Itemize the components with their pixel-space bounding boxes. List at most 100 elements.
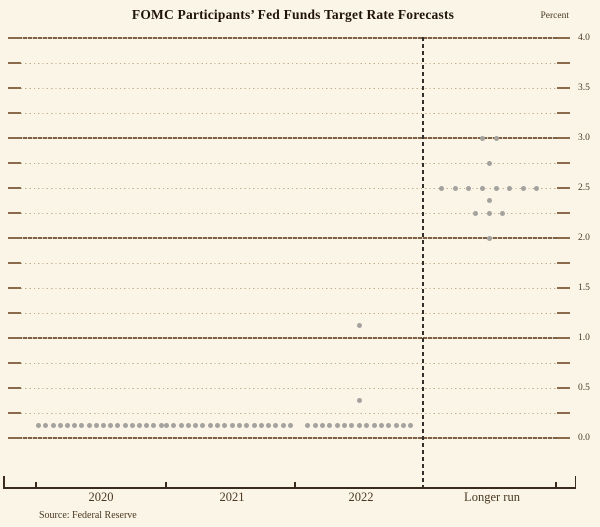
x-axis-line	[3, 487, 576, 489]
gridline-end-cap	[8, 412, 21, 414]
major-gridline	[8, 37, 570, 39]
forecast-dot	[64, 423, 70, 428]
gridline-end-cap	[557, 262, 570, 264]
forecast-dot	[122, 423, 128, 428]
gridline-end-cap	[557, 237, 570, 239]
y-tick-label: 3.5	[578, 83, 590, 93]
forecast-dot	[266, 423, 272, 428]
gridline-end-cap	[557, 162, 570, 164]
forecast-dot	[36, 423, 42, 428]
forecast-dot	[79, 423, 85, 428]
forecast-dot	[342, 423, 348, 428]
gridline-end-cap	[557, 437, 570, 439]
forecast-dot	[280, 423, 286, 428]
forecast-dot	[479, 135, 485, 141]
gridline-end-cap	[8, 137, 21, 139]
gridline-end-cap	[8, 337, 21, 339]
gridline-end-cap	[8, 212, 21, 214]
gridline-end-cap	[8, 112, 21, 114]
forecast-dot	[236, 423, 242, 428]
minor-gridline	[8, 187, 570, 189]
forecast-dot	[312, 423, 318, 428]
forecast-dot	[86, 423, 92, 428]
gridline-end-cap	[557, 187, 570, 189]
forecast-dot	[534, 185, 540, 191]
forecast-dot	[108, 423, 114, 428]
forecast-dot	[356, 423, 362, 428]
y-tick-label: 0.0	[578, 433, 590, 443]
x-axis-end-tick	[574, 476, 576, 488]
forecast-dot	[100, 423, 106, 428]
chart-title: FOMC Participants’ Fed Funds Target Rate…	[131, 7, 455, 22]
gridline-end-cap	[8, 62, 21, 64]
longer-run-separator-line	[422, 37, 424, 488]
x-category-label: 2021	[219, 490, 245, 504]
forecast-dot	[43, 423, 49, 428]
gridline-end-cap	[557, 212, 570, 214]
forecast-dot	[163, 423, 169, 428]
forecast-dot	[378, 423, 384, 428]
forecast-dot	[400, 423, 406, 428]
minor-gridline	[8, 387, 570, 389]
y-tick-label: 4.0	[578, 33, 590, 43]
forecast-dot	[178, 423, 184, 428]
forecast-dot	[273, 423, 279, 428]
minor-gridline	[8, 112, 570, 114]
forecast-dot	[258, 423, 264, 428]
forecast-dot	[500, 210, 506, 216]
y-tick-label: 1.0	[578, 333, 590, 343]
forecast-dot	[229, 423, 235, 428]
forecast-dot	[364, 423, 370, 428]
x-axis-tick	[165, 481, 167, 488]
forecast-dot	[473, 210, 479, 216]
forecast-dot	[486, 210, 492, 216]
gridline-end-cap	[8, 437, 21, 439]
gridline-end-cap	[8, 387, 21, 389]
minor-gridline	[8, 362, 570, 364]
x-axis-tick	[35, 481, 37, 488]
gridline-end-cap	[557, 387, 570, 389]
x-axis-tick	[294, 481, 296, 488]
y-tick-label: 2.0	[578, 233, 590, 243]
minor-gridline	[8, 162, 570, 164]
gridline-end-cap	[557, 287, 570, 289]
gridline-end-cap	[8, 362, 21, 364]
minor-gridline	[8, 87, 570, 89]
forecast-dot	[408, 423, 414, 428]
minor-gridline	[8, 62, 570, 64]
forecast-dot	[185, 423, 191, 428]
x-category-label: Longer run	[464, 490, 520, 504]
forecast-dot	[288, 423, 294, 428]
forecast-dot	[244, 423, 250, 428]
y-tick-label: 0.5	[578, 383, 590, 393]
forecast-dot	[215, 423, 221, 428]
forecast-dot	[507, 185, 513, 191]
forecast-dot	[466, 185, 472, 191]
major-gridline	[8, 337, 570, 339]
forecast-dot	[50, 423, 56, 428]
gridline-end-cap	[557, 337, 570, 339]
forecast-dot	[356, 323, 362, 328]
forecast-dot	[486, 198, 492, 203]
gridline-end-cap	[557, 312, 570, 314]
y-axis-unit-label: Percent	[540, 11, 570, 21]
forecast-dot	[486, 160, 492, 166]
forecast-dot	[393, 423, 399, 428]
forecast-dot	[151, 423, 157, 428]
major-gridline	[8, 137, 570, 139]
minor-gridline	[8, 262, 570, 264]
gridline-end-cap	[8, 87, 21, 89]
source-note: Source: Federal Reserve	[39, 510, 137, 521]
gridline-end-cap	[8, 237, 21, 239]
gridline-end-cap	[8, 312, 21, 314]
gridline-end-cap	[557, 62, 570, 64]
forecast-dot	[486, 235, 492, 241]
gridline-end-cap	[557, 87, 570, 89]
forecast-dot	[320, 423, 326, 428]
y-tick-label: 1.5	[578, 283, 590, 293]
minor-gridline	[8, 412, 570, 414]
gridline-end-cap	[557, 112, 570, 114]
gridline-end-cap	[557, 362, 570, 364]
minor-gridline	[8, 212, 570, 214]
